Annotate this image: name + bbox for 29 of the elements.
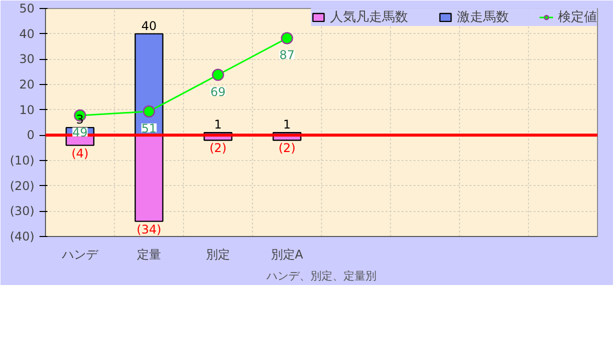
x-axis-title: ハンデ、別定、定量別 bbox=[266, 270, 376, 282]
data-label: 49 bbox=[72, 125, 88, 140]
data-label: 1 bbox=[283, 118, 291, 132]
legend-label: 激走馬数 bbox=[457, 9, 509, 26]
y-tick-label: (20) bbox=[10, 178, 35, 193]
data-label: (2) bbox=[210, 141, 226, 156]
y-tick-label: 50 bbox=[19, 2, 35, 16]
y-tick-label: 30 bbox=[19, 52, 35, 66]
y-tick-label: 40 bbox=[19, 26, 35, 41]
data-label: (4) bbox=[72, 146, 88, 160]
y-tick-label: 0 bbox=[26, 128, 35, 142]
y-tick-label: (40) bbox=[10, 230, 35, 244]
x-tick-label: ハンデ bbox=[61, 248, 99, 262]
data-label: 87 bbox=[279, 48, 295, 62]
data-label: 51 bbox=[141, 121, 157, 136]
y-tick-label: 10 bbox=[19, 102, 35, 117]
data-label: 69 bbox=[210, 84, 226, 99]
data-label: (34) bbox=[136, 222, 162, 236]
x-tick-label: 定量 bbox=[137, 248, 161, 262]
data-label: (2) bbox=[278, 141, 296, 156]
data-label: 40 bbox=[141, 18, 157, 33]
y-tick-label: (10) bbox=[10, 154, 35, 168]
data-label: 1 bbox=[214, 118, 222, 132]
y-tick-label: (30) bbox=[10, 204, 35, 218]
x-tick-label: 別定A bbox=[270, 248, 304, 262]
x-tick-label: 別定 bbox=[206, 248, 230, 262]
y-tick-label: 20 bbox=[19, 78, 35, 92]
legend-label: 検定値 bbox=[558, 9, 597, 26]
legend-label: 人気凡走馬数 bbox=[330, 9, 408, 26]
